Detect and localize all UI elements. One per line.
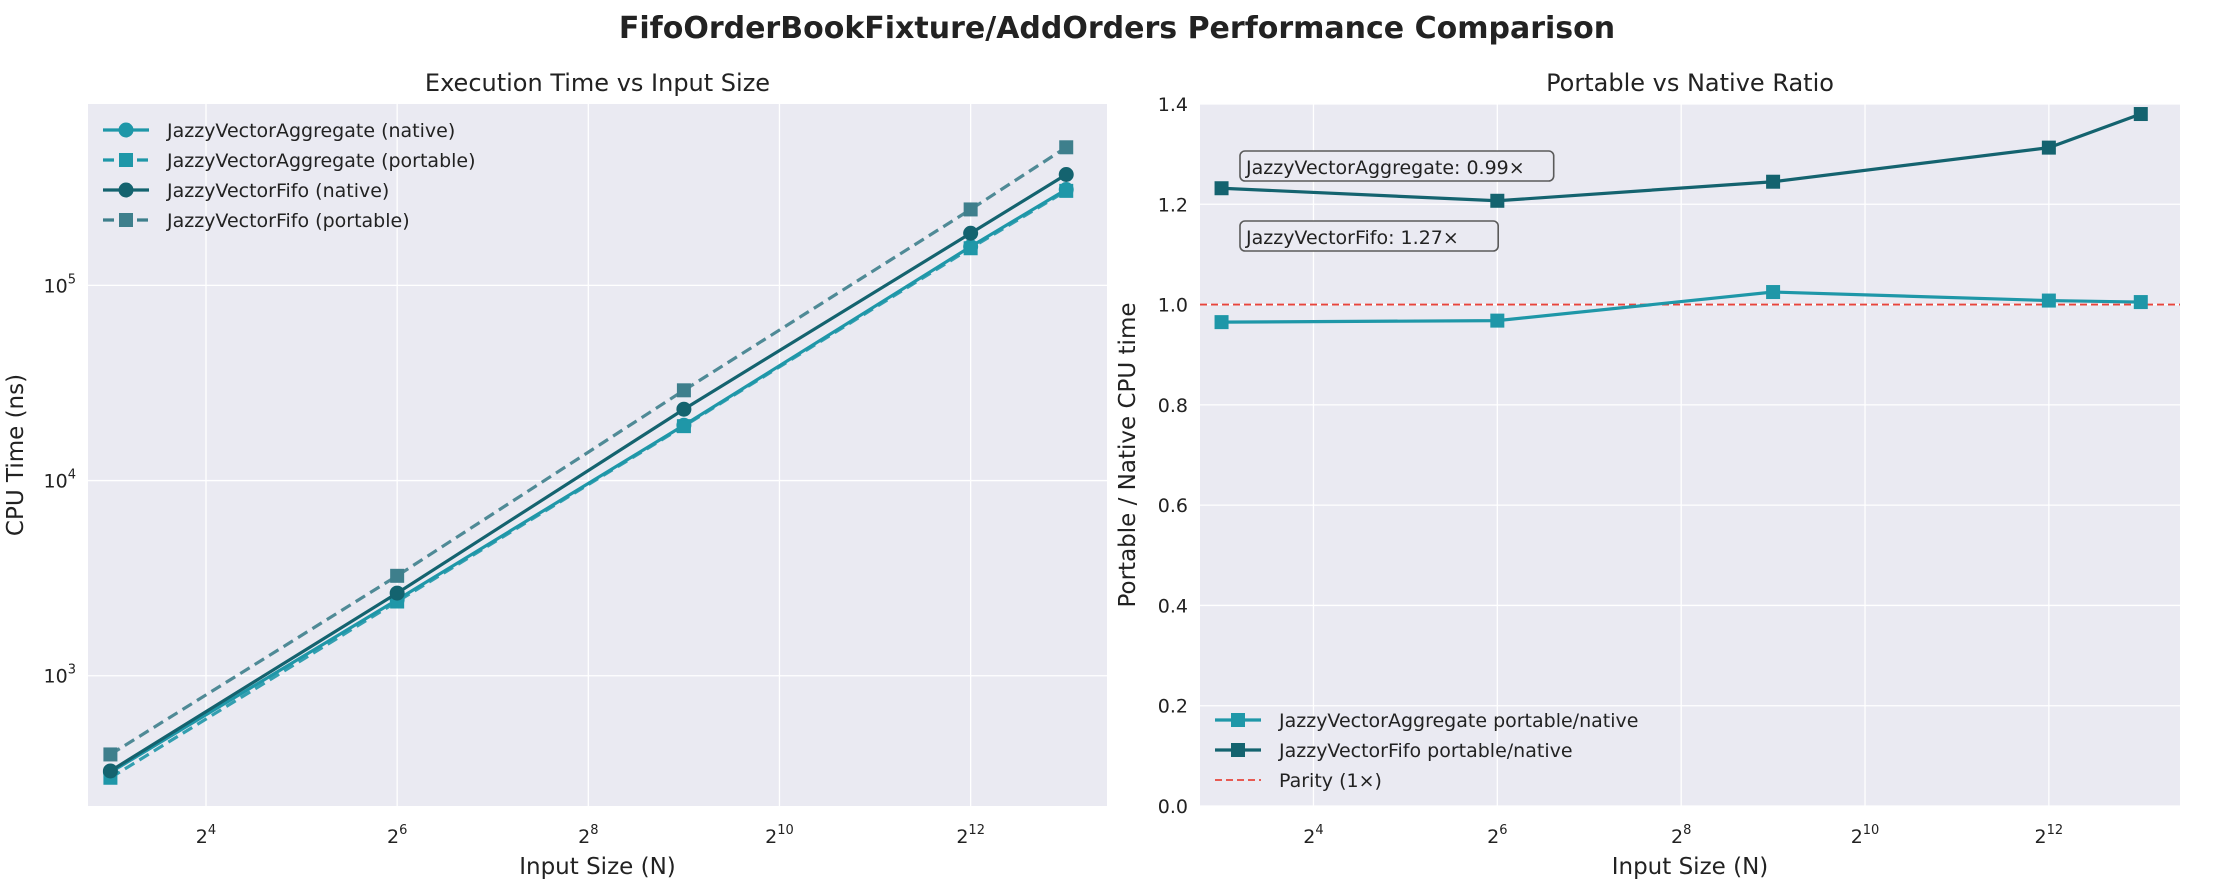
data-point [963, 202, 978, 217]
y-tick-label-base: 10 [44, 471, 68, 493]
y-tick-label: 0.2 [1158, 696, 1188, 718]
y-tick-label: 0.0 [1158, 796, 1188, 818]
x-axis-label: Input Size (N) [1612, 854, 1769, 880]
y-tick-label-exp: 4 [68, 468, 76, 483]
y-tick-label-exp: 3 [68, 663, 76, 678]
y-tick-label-base: 10 [44, 666, 68, 688]
x-tick-label: 210 [1851, 823, 1880, 848]
x-tick-label-base: 2 [578, 826, 590, 848]
data-point [102, 763, 118, 779]
y-tick-label: 1.0 [1158, 295, 1188, 317]
series-line [109, 145, 1068, 756]
x-tick-label: 24 [1303, 823, 1323, 848]
x-tick-label-exp: 4 [208, 823, 216, 838]
x-tick-label-exp: 8 [1683, 823, 1691, 838]
x-tick-label-base: 2 [1487, 826, 1499, 848]
legend-label: Parity (1×) [1279, 770, 1382, 792]
legend-label: JazzyVectorFifo (portable) [166, 210, 410, 232]
data-point [1214, 181, 1229, 196]
data-point [1766, 174, 1781, 189]
data-point [2133, 295, 2148, 310]
legend-label: JazzyVectorFifo portable/native [1278, 740, 1573, 762]
x-tick-label-exp: 6 [399, 823, 407, 838]
data-point [1059, 140, 1074, 155]
data-point [2041, 140, 2056, 155]
annotation-box [1239, 220, 1500, 252]
y-axis-label: Portable / Native CPU time [1115, 302, 1141, 607]
x-tick-label-exp: 6 [1499, 823, 1507, 838]
y-tick-label: 0.6 [1158, 495, 1188, 517]
y-tick-label: 0.8 [1158, 395, 1188, 417]
annotation-text: JazzyVectorFifo: 1.27× [1245, 227, 1459, 249]
x-tick-label-base: 2 [387, 826, 399, 848]
x-tick-label-base: 2 [1303, 826, 1315, 848]
data-point [103, 747, 118, 762]
x-tick-label-base: 2 [956, 826, 968, 848]
x-tick-label-base: 2 [2035, 826, 2047, 848]
data-point [1058, 166, 1074, 182]
x-tick-label-exp: 12 [968, 823, 985, 838]
data-point [1214, 315, 1229, 330]
x-tick-label-exp: 12 [2047, 823, 2064, 838]
data-point [390, 568, 405, 583]
x-tick-label-base: 2 [765, 826, 777, 848]
legend-label: JazzyVectorAggregate (portable) [166, 150, 476, 172]
data-point [963, 241, 978, 256]
x-tick-label: 212 [2035, 823, 2064, 848]
legend-label: JazzyVectorAggregate portable/native [1278, 710, 1638, 732]
plot-area [1200, 104, 2180, 806]
data-point [2133, 107, 2148, 122]
legend-marker [119, 153, 133, 167]
x-tick-label: 210 [765, 823, 794, 848]
legend-marker [1231, 713, 1245, 727]
legend-marker [1231, 743, 1245, 757]
x-tick-label: 212 [956, 823, 985, 848]
x-tick-label: 28 [578, 823, 598, 848]
data-point [389, 585, 405, 601]
y-tick-label-base: 10 [44, 275, 68, 297]
x-tick-label: 26 [387, 823, 407, 848]
data-point [676, 419, 691, 434]
data-point [1490, 193, 1505, 208]
data-point [2041, 293, 2056, 308]
y-tick-label: 103 [44, 663, 76, 688]
data-point [1059, 183, 1074, 198]
y-tick-label: 105 [44, 272, 76, 297]
y-tick-label: 1.4 [1158, 94, 1188, 116]
legend-marker [118, 122, 134, 138]
y-axis-label: CPU Time (ns) [3, 374, 29, 536]
x-tick-label-base: 2 [1851, 826, 1863, 848]
data-point [963, 225, 979, 241]
data-point [676, 383, 691, 398]
chart-title: Portable vs Native Ratio [1546, 69, 1834, 97]
legend-label: JazzyVectorAggregate (native) [166, 120, 455, 142]
x-tick-label-exp: 8 [590, 823, 598, 838]
x-tick-label-exp: 10 [777, 823, 794, 838]
figure-title: FifoOrderBookFixture/AddOrders Performan… [619, 11, 1615, 46]
y-tick-label: 0.4 [1158, 595, 1188, 617]
x-tick-label-base: 2 [1671, 826, 1683, 848]
x-tick-label-exp: 10 [1863, 823, 1880, 838]
y-tick-label-exp: 5 [68, 272, 76, 287]
data-point [1766, 285, 1781, 300]
data-point [1490, 313, 1505, 328]
x-tick-label: 28 [1671, 823, 1691, 848]
x-axis-label: Input Size (N) [519, 854, 676, 880]
x-tick-label-exp: 4 [1315, 823, 1323, 838]
legend-label: JazzyVectorFifo (native) [166, 180, 389, 202]
y-tick-label: 104 [44, 468, 76, 493]
chart-title: Execution Time vs Input Size [425, 69, 770, 97]
ratio-chart: 24 26 28 210 2120.00.20.40.60.81.01.21.4Port… [1115, 69, 2180, 880]
x-tick-label: 26 [1487, 823, 1507, 848]
x-tick-label-base: 2 [196, 826, 208, 848]
annotation-box [1239, 150, 1555, 182]
legend-marker [118, 182, 134, 198]
data-point [676, 401, 692, 417]
y-tick-label: 1.2 [1158, 194, 1188, 216]
annotation-text: JazzyVectorAggregate: 0.99× [1245, 157, 1525, 179]
legend-marker [119, 213, 133, 227]
x-tick-label: 24 [196, 823, 216, 848]
